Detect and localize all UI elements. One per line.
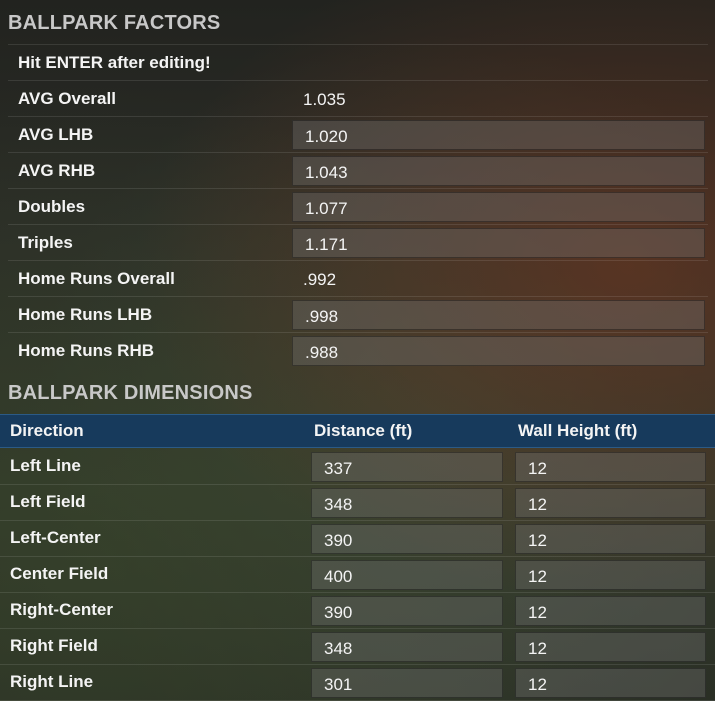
edit-hint-text: Hit ENTER after editing! (18, 53, 211, 72)
distance-value: 337 (324, 459, 353, 478)
factor-row-avg-overall: AVG Overall 1.035 (8, 80, 708, 116)
factor-input-avg-lhb[interactable]: 1.020 (292, 120, 705, 150)
wall-height-input[interactable]: 12 (515, 560, 706, 590)
wall-height-input[interactable]: 12 (515, 452, 706, 482)
factor-row-triples: Triples 1.171 (8, 224, 708, 260)
distance-input[interactable]: 400 (311, 560, 503, 590)
distance-input[interactable]: 348 (311, 632, 503, 662)
factor-input-value: 1.077 (305, 199, 348, 218)
wall-height-value: 12 (528, 495, 547, 514)
factor-label: AVG LHB (18, 125, 94, 144)
factor-label: AVG RHB (18, 161, 96, 180)
factor-input-value: .988 (305, 343, 339, 362)
factor-input-value: 1.171 (305, 235, 348, 254)
wall-height-input[interactable]: 12 (515, 524, 706, 554)
column-header-distance: Distance (ft) (314, 421, 413, 440)
dimension-row: Left Field 348 12 (0, 485, 715, 521)
wall-height-value: 12 (528, 531, 547, 550)
distance-input[interactable]: 348 (311, 488, 503, 518)
wall-height-input[interactable]: 12 (515, 596, 706, 626)
dimension-row: Left Line 337 12 (0, 449, 715, 485)
factor-input-triples[interactable]: 1.171 (292, 228, 705, 258)
distance-value: 348 (324, 639, 353, 658)
factor-input-value: 1.020 (305, 127, 348, 146)
factor-row-hr-rhb: Home Runs RHB .988 (8, 332, 708, 368)
factor-input-hr-rhb[interactable]: .988 (292, 336, 705, 366)
factor-row-avg-lhb: AVG LHB 1.020 (8, 116, 708, 152)
factor-input-value: 1.043 (305, 163, 348, 182)
factor-label: Home Runs LHB (18, 305, 153, 324)
ballpark-factors-title: BALLPARK FACTORS (8, 12, 221, 34)
distance-value: 400 (324, 567, 353, 586)
wall-height-value: 12 (528, 639, 547, 658)
factor-label: Doubles (18, 197, 86, 216)
wall-height-input[interactable]: 12 (515, 632, 706, 662)
distance-input[interactable]: 337 (311, 452, 503, 482)
wall-height-input[interactable]: 12 (515, 488, 706, 518)
distance-input[interactable]: 301 (311, 668, 503, 698)
direction-label: Right Field (10, 636, 98, 655)
factor-value-readonly: .992 (303, 270, 337, 289)
factor-input-doubles[interactable]: 1.077 (292, 192, 705, 222)
factor-row-doubles: Doubles 1.077 (8, 188, 708, 224)
wall-height-value: 12 (528, 675, 547, 694)
wall-height-value: 12 (528, 567, 547, 586)
distance-value: 390 (324, 531, 353, 550)
dimension-row: Right Line 301 12 (0, 665, 715, 701)
distance-value: 390 (324, 603, 353, 622)
factor-label: Triples (18, 233, 73, 252)
dimensions-table-header: Direction Distance (ft) Wall Height (ft) (0, 414, 715, 448)
direction-label: Left Field (10, 492, 86, 511)
wall-height-value: 12 (528, 603, 547, 622)
column-header-direction: Direction (10, 421, 84, 440)
factor-row-hr-overall: Home Runs Overall .992 (8, 260, 708, 296)
dimension-row: Right Field 348 12 (0, 629, 715, 665)
dimension-row: Left-Center 390 12 (0, 521, 715, 557)
ballpark-dimensions-title: BALLPARK DIMENSIONS (8, 382, 253, 404)
factor-input-hr-lhb[interactable]: .998 (292, 300, 705, 330)
distance-input[interactable]: 390 (311, 524, 503, 554)
dimension-row: Right-Center 390 12 (0, 593, 715, 629)
distance-input[interactable]: 390 (311, 596, 503, 626)
factor-value-readonly: 1.035 (303, 90, 346, 109)
distance-value: 301 (324, 675, 353, 694)
factor-label: Home Runs Overall (18, 269, 175, 288)
edit-hint-row: Hit ENTER after editing! (8, 44, 708, 80)
factor-input-avg-rhb[interactable]: 1.043 (292, 156, 705, 186)
wall-height-input[interactable]: 12 (515, 668, 706, 698)
distance-value: 348 (324, 495, 353, 514)
factor-row-hr-lhb: Home Runs LHB .998 (8, 296, 708, 332)
direction-label: Right Line (10, 672, 94, 691)
factor-input-value: .998 (305, 307, 339, 326)
direction-label: Left-Center (10, 528, 101, 547)
wall-height-value: 12 (528, 459, 547, 478)
column-header-wall-height: Wall Height (ft) (518, 421, 638, 440)
direction-label: Right-Center (10, 600, 113, 619)
factor-label: Home Runs RHB (18, 341, 155, 360)
direction-label: Left Line (10, 456, 81, 475)
direction-label: Center Field (10, 564, 109, 583)
factor-row-avg-rhb: AVG RHB 1.043 (8, 152, 708, 188)
factor-label: AVG Overall (18, 89, 116, 108)
dimension-row: Center Field 400 12 (0, 557, 715, 593)
